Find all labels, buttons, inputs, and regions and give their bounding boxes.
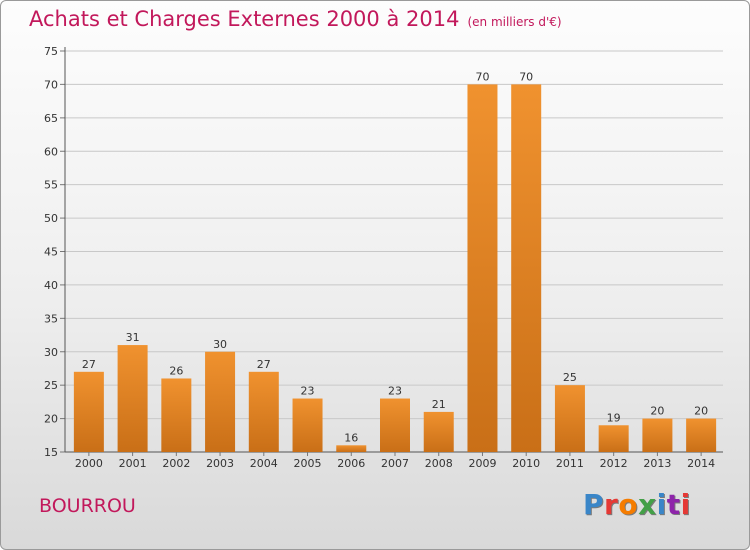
data-label: 25 [563,371,577,384]
y-tick-label: 65 [44,112,58,125]
y-tick-label: 45 [44,246,58,259]
x-tick-label: 2012 [600,457,628,470]
data-label: 20 [694,405,708,418]
x-tick-label: 2008 [425,457,453,470]
data-label: 21 [432,398,446,411]
data-label: 19 [607,411,621,424]
data-label: 26 [169,364,183,377]
logo-letter: r [604,488,619,521]
bar [686,418,717,452]
chart-title: Achats et Charges Externes 2000 à 2014 (e… [29,7,562,31]
x-tick-label: 2013 [643,457,671,470]
y-tick-label: 15 [44,446,58,459]
data-label: 30 [213,338,227,351]
bar [554,385,585,452]
y-tick-label: 70 [44,78,58,91]
y-tick-label: 25 [44,379,58,392]
y-tick-label: 75 [44,45,58,58]
bar [423,411,454,452]
data-label: 70 [475,70,489,83]
x-tick-label: 2005 [294,457,322,470]
chart-title-text: Achats et Charges Externes 2000 à 2014 [29,7,460,31]
x-tick-label: 2014 [687,457,715,470]
bar [205,351,236,452]
data-label: 23 [301,385,315,398]
logo-letter: x [638,488,657,521]
x-tick-label: 2006 [337,457,365,470]
logo-letter: i [680,488,691,521]
x-tick-label: 2007 [381,457,409,470]
x-tick-label: 2000 [75,457,103,470]
data-label: 23 [388,385,402,398]
y-tick-label: 40 [44,279,58,292]
data-label: 31 [126,331,140,344]
x-tick-label: 2010 [512,457,540,470]
y-tick-label: 55 [44,179,58,192]
logo-letter: t [666,488,681,521]
logo-letter: P [583,488,605,521]
logo-letter: o [618,488,639,521]
data-label: 20 [650,405,664,418]
y-tick-label: 50 [44,212,58,225]
bar [336,445,367,452]
x-tick-label: 2001 [119,457,147,470]
x-tick-label: 2003 [206,457,234,470]
y-tick-label: 20 [44,413,58,426]
bar [161,378,192,452]
data-label: 16 [344,431,358,444]
data-label: 27 [257,358,271,371]
bar [73,371,104,452]
bar [642,418,673,452]
bar [292,398,323,452]
logo-letter: i [656,488,667,521]
bar [598,425,629,452]
x-tick-label: 2011 [556,457,584,470]
bar [467,84,498,453]
x-tick-label: 2009 [468,457,496,470]
chart-subtitle: (en milliers d'€) [467,15,562,29]
data-label: 27 [82,358,96,371]
bar [380,398,410,452]
y-tick-label: 30 [44,346,58,359]
x-tick-label: 2002 [162,457,190,470]
proxiti-logo: Proxiti [583,488,691,521]
commune-name: BOURROU [39,495,136,517]
x-tick-label: 2004 [250,457,278,470]
y-tick-label: 60 [44,145,58,158]
y-tick-label: 35 [44,312,58,325]
bar [511,84,542,453]
bar [248,371,279,452]
data-label: 70 [519,70,533,83]
bar [117,345,148,452]
